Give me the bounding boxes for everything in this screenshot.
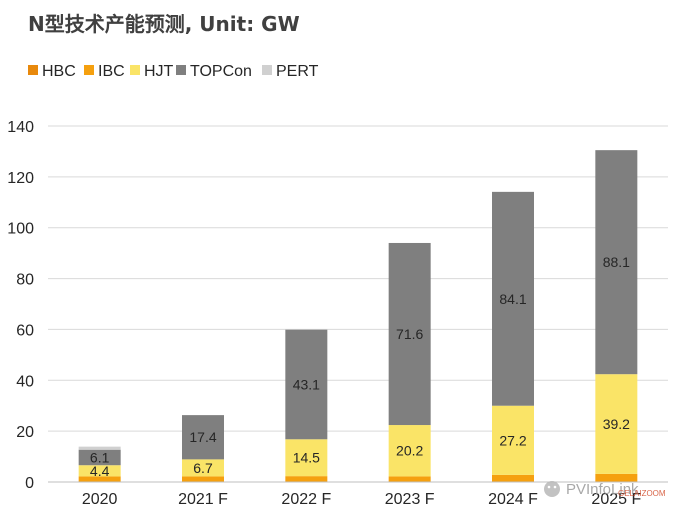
data-label-topcon-2021-f: 17.4 — [189, 429, 216, 445]
y-axis: 0 20 40 60 80 100 120 140 — [7, 119, 34, 492]
y-tick-label: 140 — [7, 119, 34, 136]
bar-pert-2020 — [78, 446, 121, 450]
legend-swatch-topcon — [176, 65, 186, 75]
legend-swatch-pert — [262, 65, 272, 75]
x-axis: 2020 2021 F 2022 F 2023 F 2024 F 2025 F — [48, 481, 668, 508]
wechat-icon-eye-left — [547, 485, 551, 489]
bar-topcon-2025-f — [595, 150, 638, 375]
watermark: PVInfoLink GELAIZOOM — [544, 481, 666, 498]
legend-swatch-hjt — [130, 65, 140, 75]
legend-label-hbc: HBC — [42, 63, 76, 80]
y-tick-label: 60 — [16, 322, 34, 339]
bar-topcon-2021-f — [182, 415, 224, 460]
bar-ibc-2024-f — [492, 474, 534, 482]
data-label-hjt-2025-f: 39.2 — [603, 416, 630, 432]
bar-hjt-2020 — [78, 465, 121, 477]
y-tick-label: 80 — [16, 272, 34, 289]
data-label-hjt-2020: 4.4 — [90, 463, 110, 479]
bar-ibc-2021-f — [182, 476, 224, 482]
data-label-topcon-2020: 6.1 — [90, 449, 110, 465]
y-tick-label: 0 — [25, 475, 34, 492]
legend-label-topcon: TOPCon — [190, 63, 252, 80]
watermark-brand: PVInfoLink — [566, 481, 639, 498]
bar-hjt-2025-f — [595, 374, 638, 474]
x-tick-label: 2023 F — [385, 491, 435, 508]
data-label-topcon-2024-f: 84.1 — [499, 291, 526, 307]
bar-hjt-2021-f — [182, 459, 224, 477]
bar-ibc-2022-f — [285, 476, 328, 482]
data-label-hjt-2023-f: 20.2 — [396, 443, 423, 459]
data-label-topcon-2022-f: 43.1 — [293, 376, 320, 392]
data-label-hjt-2021-f: 6.7 — [193, 460, 213, 476]
x-tick-label: 2020 — [82, 491, 118, 508]
legend-swatch-ibc — [84, 65, 94, 75]
bar-topcon-2023-f — [388, 242, 431, 426]
y-tick-label: 100 — [7, 221, 34, 238]
legend-swatch-hbc — [28, 65, 38, 75]
legend-label-ibc: IBC — [98, 63, 125, 80]
y-tick-label: 20 — [16, 424, 34, 441]
legend-label-hjt: HJT — [144, 63, 174, 80]
wechat-icon — [544, 481, 560, 497]
bar-topcon-2024-f — [492, 191, 534, 406]
bars — [78, 150, 638, 482]
watermark-site: GELAIZOOM — [618, 489, 666, 498]
x-tick-label: 2021 F — [178, 491, 228, 508]
x-tick-label: 2022 F — [281, 491, 331, 508]
legend: HBC IBC HJT TOPCon PERT — [28, 63, 319, 80]
bar-hjt-2023-f — [388, 425, 431, 477]
bar-ibc-2020 — [78, 476, 121, 482]
bar-hjt-2022-f — [285, 439, 328, 477]
bar-topcon-2020 — [78, 449, 121, 466]
data-label-topcon-2023-f: 71.6 — [396, 326, 423, 342]
data-labels: 4.46.1 6.7 17.4 14.5 43.1 20.2 71.6 27.2 84.1 39.… — [90, 254, 630, 479]
x-tick-label: 2024 F — [488, 491, 538, 508]
bar-ibc-2023-f — [388, 476, 431, 482]
chart-title: N型技术产能预测, Unit: GW — [28, 12, 300, 36]
bar-hjt-2024-f — [492, 405, 534, 475]
data-label-hjt-2022-f: 14.5 — [293, 450, 320, 466]
y-tick-label: 40 — [16, 373, 34, 390]
wechat-icon-eye-right — [553, 485, 557, 489]
data-label-topcon-2025-f: 88.1 — [603, 254, 630, 270]
x-tick-label: 2025 F — [591, 491, 641, 508]
data-label-hjt-2024-f: 27.2 — [499, 432, 526, 448]
y-tick-label: 120 — [7, 170, 34, 187]
bar-topcon-2022-f — [285, 329, 328, 440]
bar-ibc-2025-f — [595, 473, 638, 482]
grid — [48, 125, 668, 432]
legend-label-pert: PERT — [276, 63, 319, 80]
